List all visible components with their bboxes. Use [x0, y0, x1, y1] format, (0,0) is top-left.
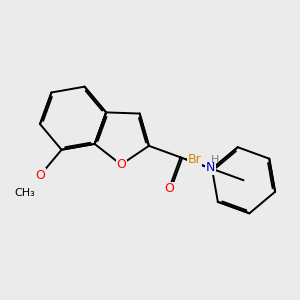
Text: H: H	[211, 155, 219, 165]
Text: Br: Br	[188, 152, 202, 166]
Text: CH₃: CH₃	[14, 188, 35, 199]
Text: O: O	[35, 169, 45, 182]
Text: O: O	[164, 182, 174, 195]
Text: O: O	[116, 158, 126, 171]
Text: N: N	[206, 161, 215, 174]
